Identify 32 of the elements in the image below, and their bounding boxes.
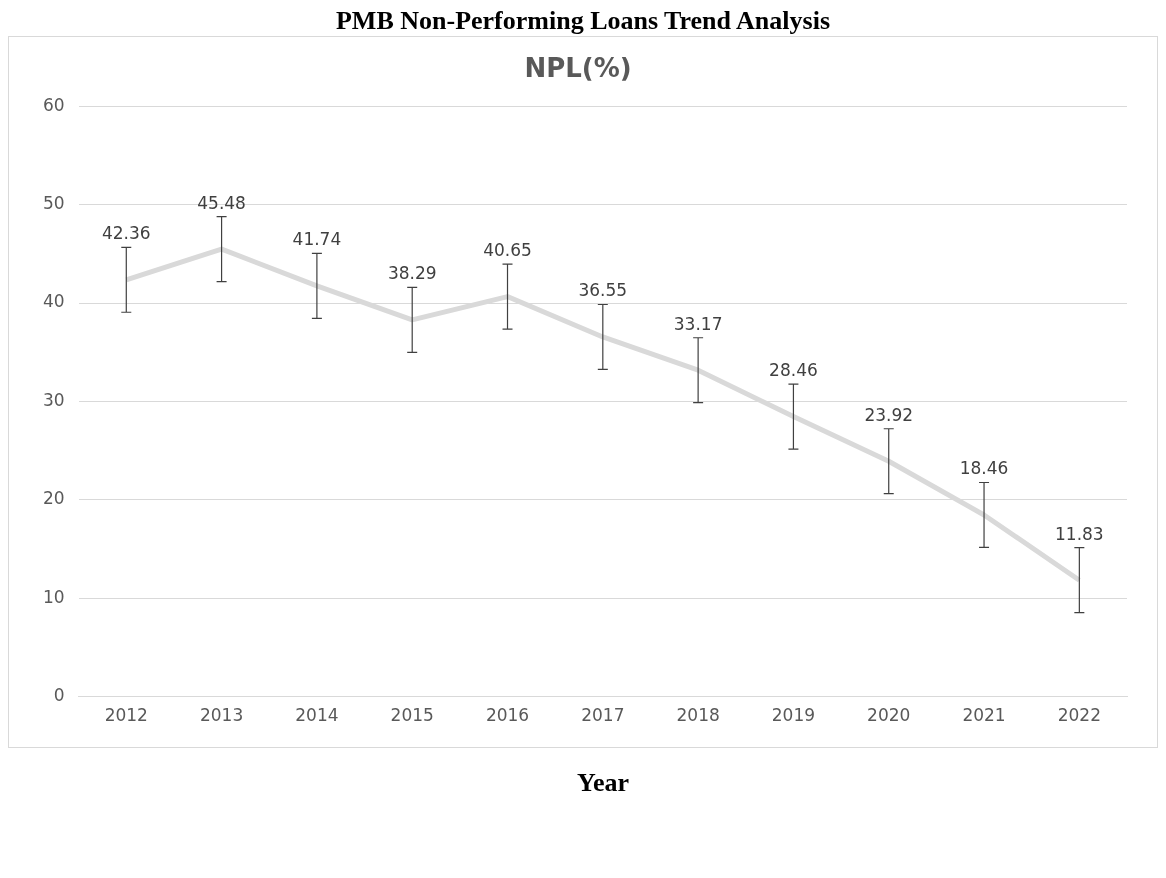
- x-tick-label: 2018: [676, 705, 720, 726]
- data-label: 45.48: [197, 192, 246, 213]
- data-label: 41.74: [292, 229, 342, 250]
- x-tick-label: 2012: [104, 705, 148, 726]
- y-tick-label: 60: [42, 94, 65, 115]
- data-label: 33.17: [673, 313, 723, 334]
- data-label: 40.65: [483, 240, 532, 261]
- data-label: 28.46: [769, 360, 818, 380]
- data-label: 11.83: [1055, 523, 1104, 544]
- y-tick-label: 50: [42, 193, 65, 214]
- data-label: 42.36: [101, 223, 151, 244]
- data-label: 38.29: [387, 263, 437, 284]
- y-tick-label: 30: [42, 389, 65, 410]
- data-label: 23.92: [864, 404, 914, 425]
- x-tick-label: 2020: [867, 705, 911, 726]
- y-tick-label: 10: [42, 586, 65, 607]
- x-tick-label: 2014: [295, 705, 339, 726]
- x-tick-label: 2019: [771, 705, 816, 726]
- chart-title: PMB Non-Performing Loans Trend Analysis: [334, 6, 831, 35]
- y-tick-label: 40: [42, 291, 65, 312]
- chart-subtitle: NPL(%): [524, 53, 632, 84]
- x-axis-title: Year: [576, 768, 630, 798]
- data-label: 36.55: [578, 280, 628, 301]
- x-tick-label: 2016: [485, 705, 530, 726]
- x-tick-label: 2013: [199, 705, 244, 726]
- y-tick-label: 0: [53, 685, 65, 706]
- x-tick-label: 2021: [962, 705, 1006, 726]
- data-label: 18.46: [959, 458, 1009, 479]
- x-tick-label: 2022: [1057, 705, 1101, 726]
- x-tick-label: 2017: [581, 705, 625, 726]
- y-tick-label: 20: [42, 488, 65, 509]
- x-tick-label: 2015: [390, 705, 434, 726]
